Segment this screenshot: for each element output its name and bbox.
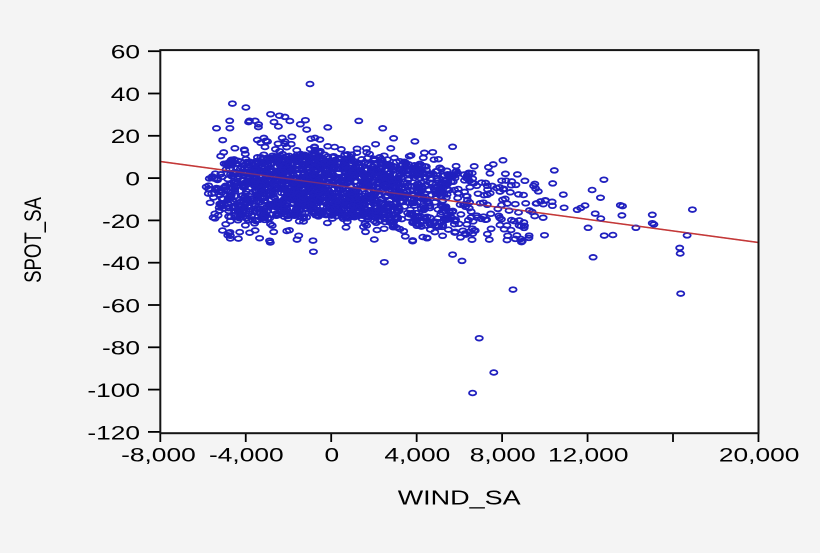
svg-text:-8,000: -8,000 [121, 444, 196, 466]
svg-text:-100: -100 [87, 379, 140, 401]
svg-text:-40: -40 [102, 252, 140, 274]
svg-text:SPOT_SA: SPOT_SA [18, 197, 46, 283]
svg-text:8,000: 8,000 [470, 444, 536, 466]
svg-text:60: 60 [111, 41, 140, 63]
svg-text:20,000: 20,000 [719, 444, 799, 466]
svg-text:20: 20 [111, 126, 140, 148]
svg-text:-4,000: -4,000 [209, 444, 284, 466]
svg-text:-60: -60 [102, 295, 140, 317]
svg-text:WIND_SA: WIND_SA [398, 487, 521, 510]
svg-text:0: 0 [324, 444, 339, 466]
svg-text:4,000: 4,000 [384, 444, 450, 466]
svg-text:-120: -120 [87, 422, 140, 444]
svg-text:0: 0 [125, 168, 140, 190]
svg-text:12,000: 12,000 [548, 444, 628, 466]
svg-text:-80: -80 [102, 337, 140, 359]
svg-text:-20: -20 [102, 210, 140, 232]
svg-text:40: 40 [111, 83, 140, 105]
